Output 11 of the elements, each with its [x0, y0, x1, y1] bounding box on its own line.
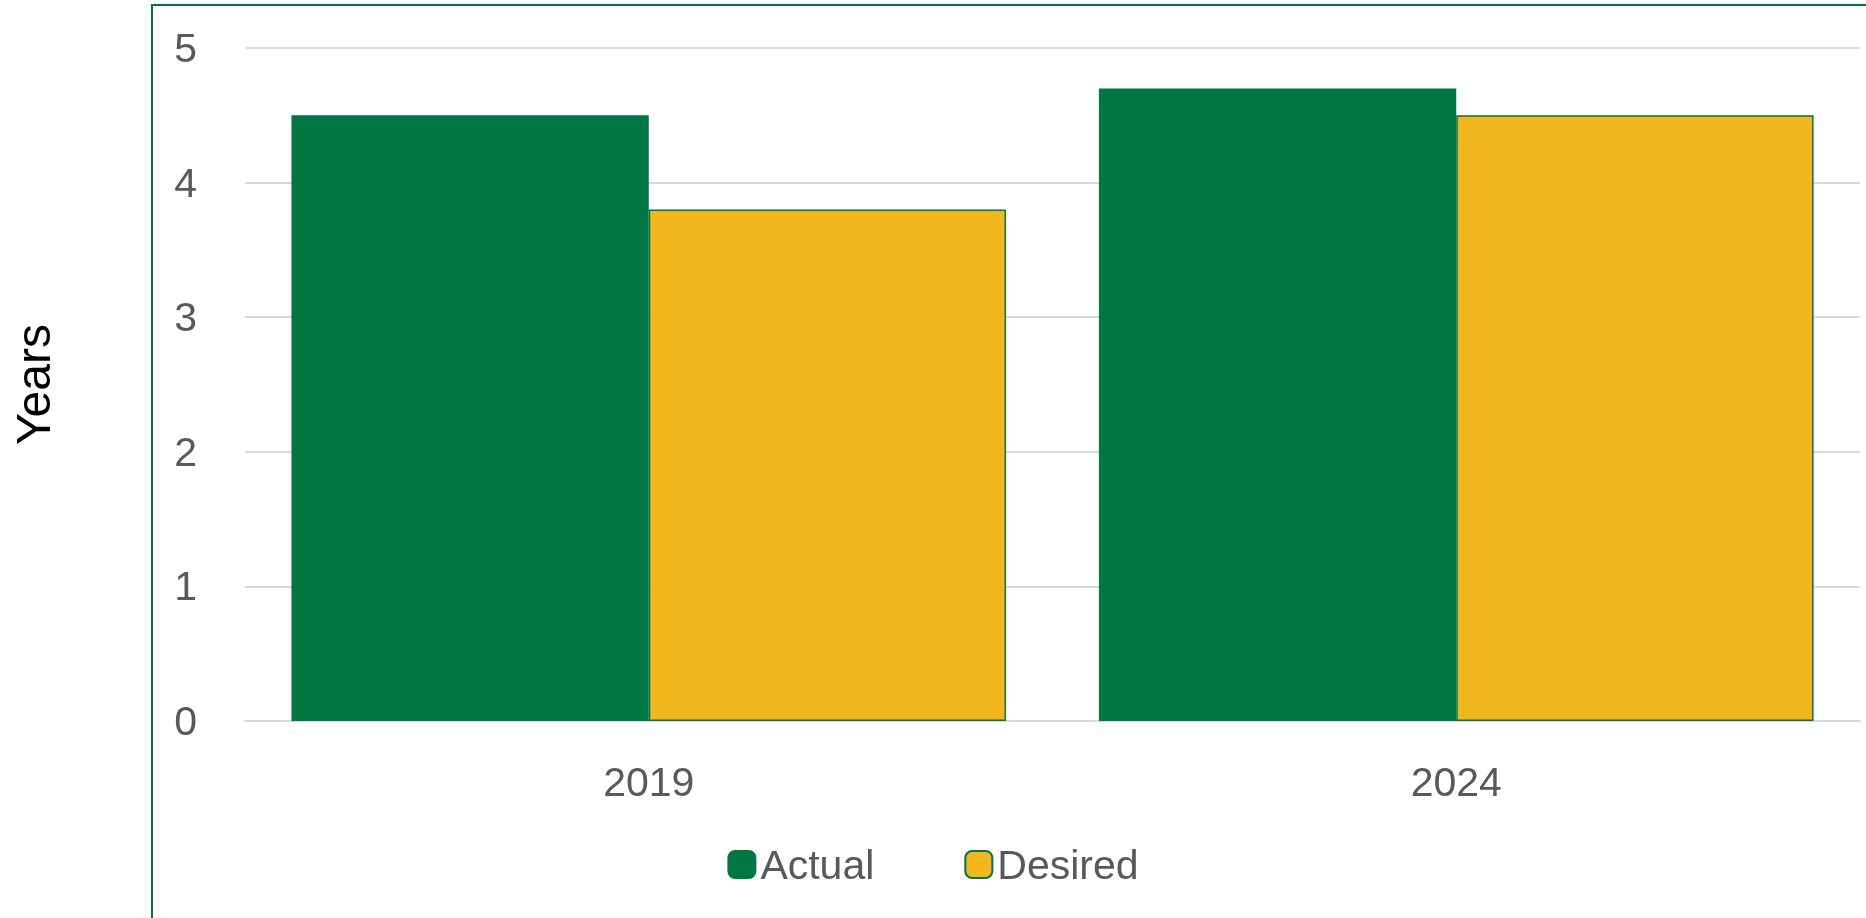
- y-tick-label: 3: [174, 294, 197, 341]
- y-axis-title: Years: [6, 324, 60, 445]
- x-tick-label: 2024: [1410, 758, 1502, 805]
- legend-label: Actual: [760, 841, 875, 888]
- x-tick-label: 2019: [603, 758, 695, 805]
- y-tick-label: 5: [174, 25, 197, 71]
- y-tick-label: 4: [174, 159, 197, 206]
- y-tick-label: 2: [174, 428, 197, 475]
- legend-label: Desired: [997, 841, 1139, 888]
- y-tick-label: 1: [174, 563, 197, 610]
- y-tick-label: 0: [174, 698, 197, 744]
